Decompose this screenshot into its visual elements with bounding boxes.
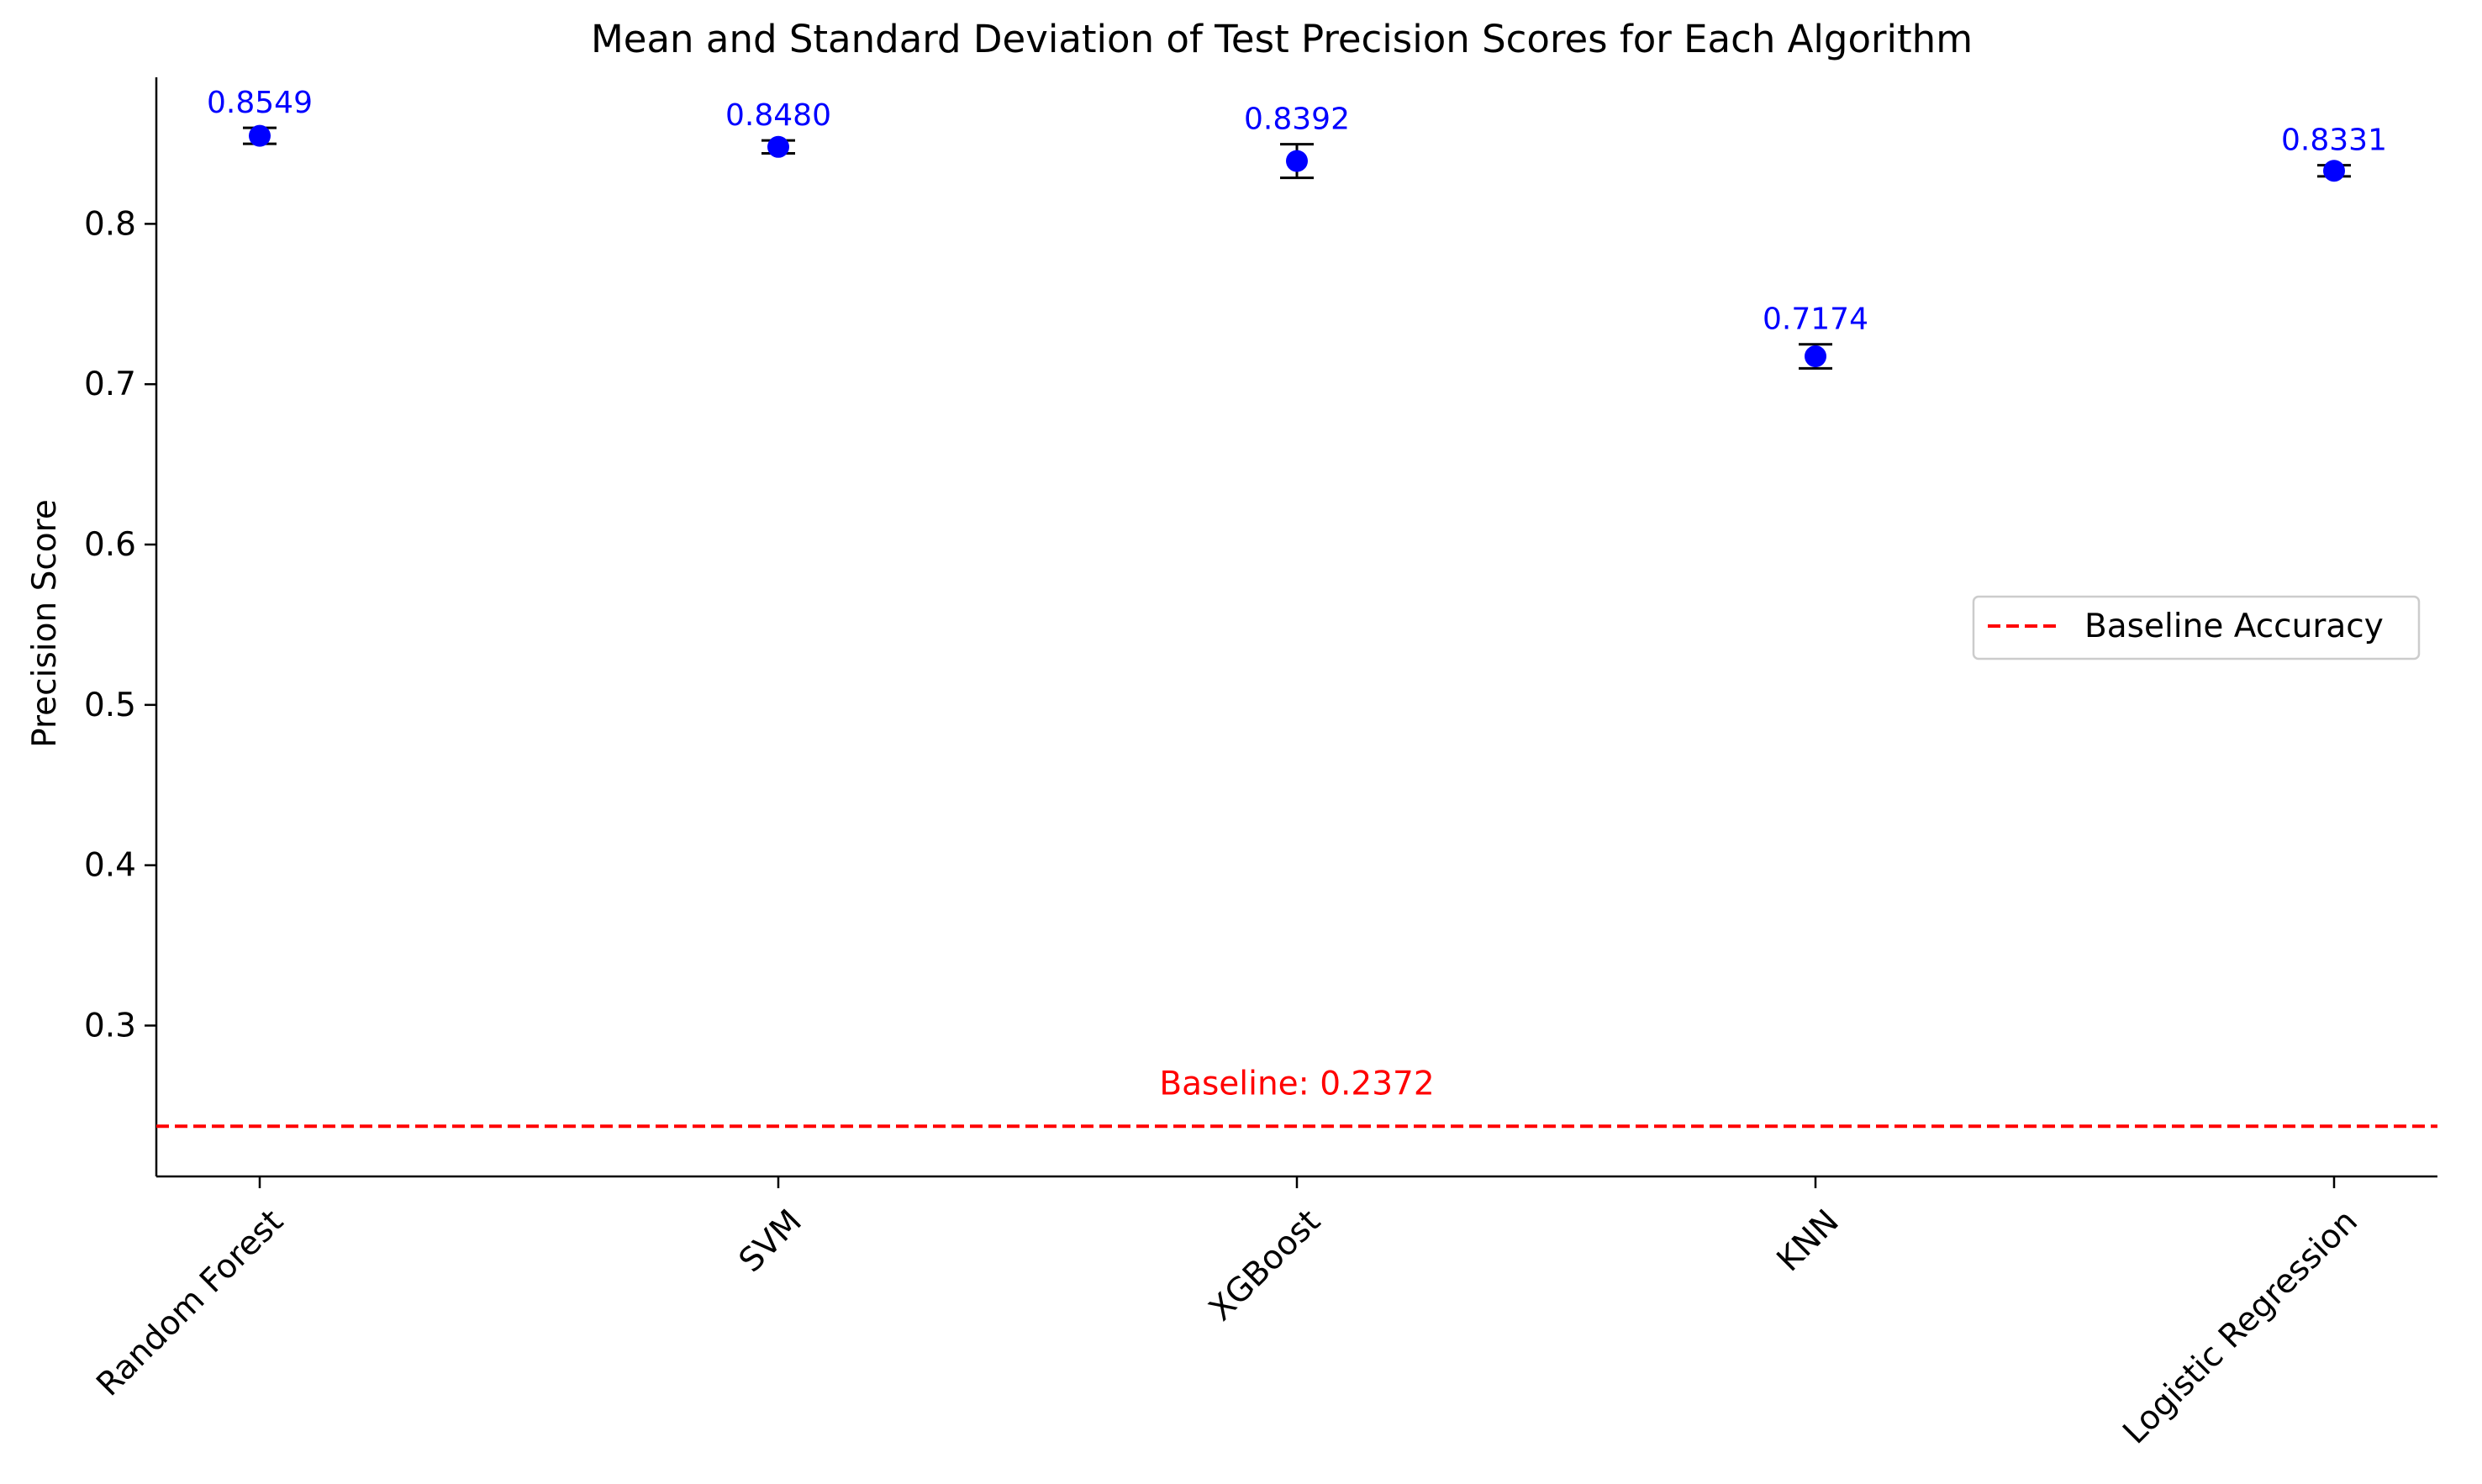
legend: Baseline Accuracy <box>1972 595 2421 660</box>
mean-marker <box>1286 150 1308 172</box>
baseline-annotation: Baseline: 0.2372 <box>1159 1065 1434 1102</box>
value-label: 0.8331 <box>2281 124 2387 158</box>
y-tick-label: 0.6 <box>84 526 136 564</box>
mean-marker <box>767 135 789 158</box>
mean-marker <box>1805 345 1826 368</box>
value-label: 0.8392 <box>1244 103 1350 137</box>
mean-marker <box>249 124 271 147</box>
value-label: 0.8480 <box>725 98 831 133</box>
legend-baseline-label: Baseline Accuracy <box>2084 608 2384 645</box>
chart-title: Mean and Standard Deviation of Test Prec… <box>591 17 1973 61</box>
value-label: 0.7174 <box>1763 303 1868 337</box>
y-tick-label: 0.8 <box>84 205 136 243</box>
legend-frame <box>1972 595 2421 660</box>
y-tick-label: 0.5 <box>84 687 136 724</box>
value-label: 0.8549 <box>207 86 313 120</box>
y-axis-label: Precision Score <box>26 499 64 748</box>
y-tick-label: 0.7 <box>84 366 136 403</box>
y-tick-label: 0.4 <box>84 847 136 885</box>
y-tick-label: 0.3 <box>84 1007 136 1045</box>
mean-marker <box>2323 160 2345 182</box>
